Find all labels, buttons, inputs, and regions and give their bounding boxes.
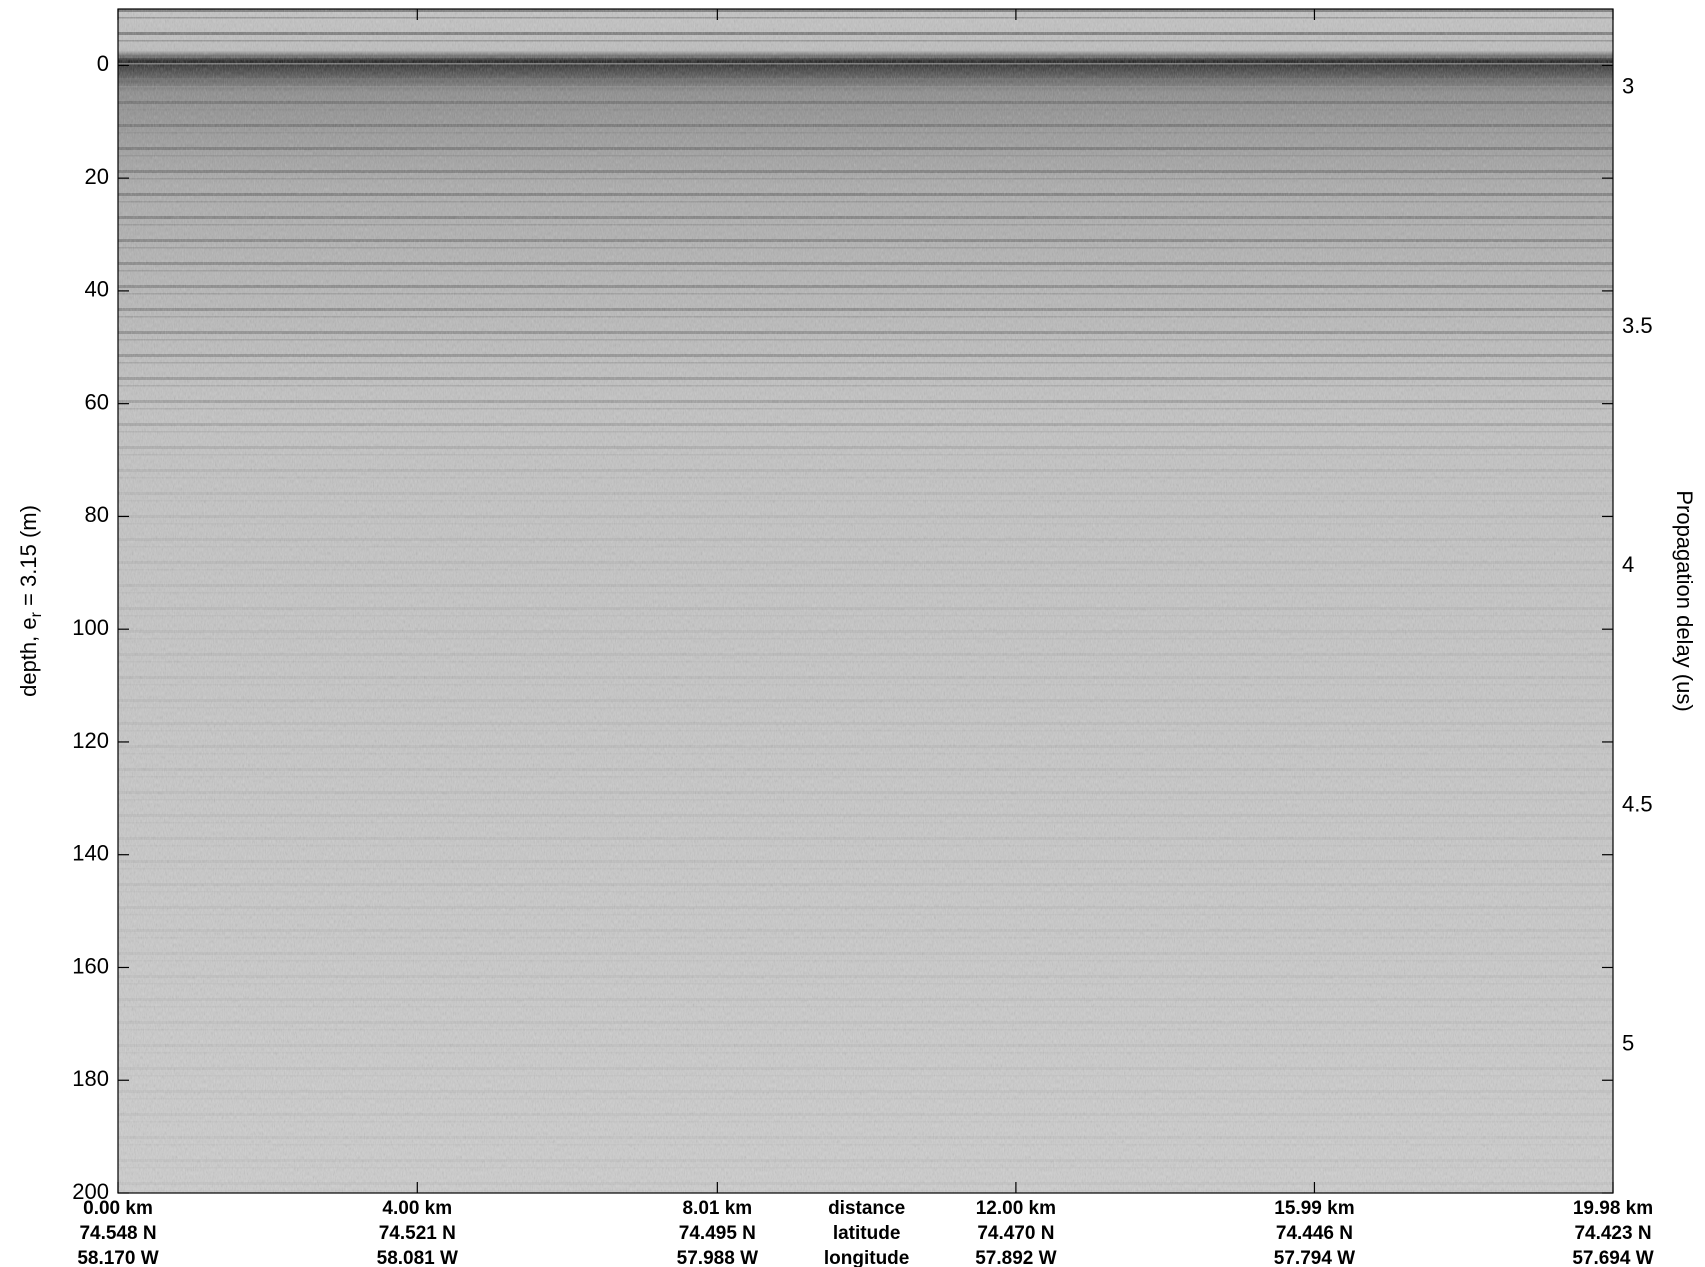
- x-tick-latitude: 74.423 N: [1574, 1223, 1651, 1244]
- x-tick-label: 15.99 km: [1274, 1198, 1354, 1219]
- y-axis-label: depth, er = 3.15 (m): [16, 505, 45, 697]
- x-tick-label: 4.00 km: [382, 1198, 452, 1219]
- y-tick-label: 180: [72, 1066, 109, 1091]
- y2-tick-label: 4: [1622, 552, 1634, 577]
- y2-tick-label: 5: [1622, 1031, 1634, 1056]
- y2-tick-label: 4.5: [1622, 791, 1653, 816]
- y-tick-label: 0: [97, 51, 109, 76]
- x-tick-label: 8.01 km: [682, 1198, 752, 1219]
- y-tick-label: 100: [72, 615, 109, 640]
- plot-frame: [117, 8, 1614, 1194]
- y2-axis-label: Propagation delay (us): [1672, 490, 1697, 711]
- x-tick-longitude: 57.794 W: [1274, 1248, 1355, 1267]
- x-tick-label: 19.98 km: [1573, 1198, 1653, 1219]
- y-tick-label: 140: [72, 841, 109, 866]
- x-tick-latitude: 74.495 N: [679, 1223, 756, 1244]
- y2-tick-label: 3.5: [1622, 313, 1653, 338]
- y-tick-label: 120: [72, 728, 109, 753]
- x-tick-latitude: 74.521 N: [379, 1223, 456, 1244]
- x-tick-label: 0.00 km: [83, 1198, 153, 1219]
- x-axis-label: latitude: [833, 1223, 901, 1244]
- echogram-image: [118, 9, 1613, 1193]
- y-tick-label: 40: [85, 277, 109, 302]
- y-tick-label: 60: [85, 389, 109, 414]
- x-tick-latitude: 74.446 N: [1276, 1223, 1353, 1244]
- y-label-sub: r: [28, 611, 45, 617]
- y-label-rest: = 3.15 (m): [16, 505, 41, 612]
- y-tick-label: 80: [85, 502, 109, 527]
- x-tick-longitude: 57.892 W: [975, 1248, 1056, 1267]
- y-tick-label: 20: [85, 164, 109, 189]
- x-tick-label: 12.00 km: [976, 1198, 1056, 1219]
- y-tick-label: 200: [72, 1179, 109, 1204]
- x-tick-longitude: 58.170 W: [77, 1248, 158, 1267]
- y-label-main: depth, e: [16, 617, 41, 697]
- x-tick-latitude: 74.470 N: [977, 1223, 1054, 1244]
- x-tick-latitude: 74.548 N: [79, 1223, 156, 1244]
- x-tick-longitude: 58.081 W: [377, 1248, 458, 1267]
- y-tick-label: 160: [72, 953, 109, 978]
- x-tick-longitude: 57.988 W: [677, 1248, 758, 1267]
- y2-tick-label: 3: [1622, 74, 1634, 99]
- x-axis-label: longitude: [824, 1248, 909, 1267]
- x-axis-label: distance: [828, 1198, 905, 1219]
- x-tick-longitude: 57.694 W: [1572, 1248, 1653, 1267]
